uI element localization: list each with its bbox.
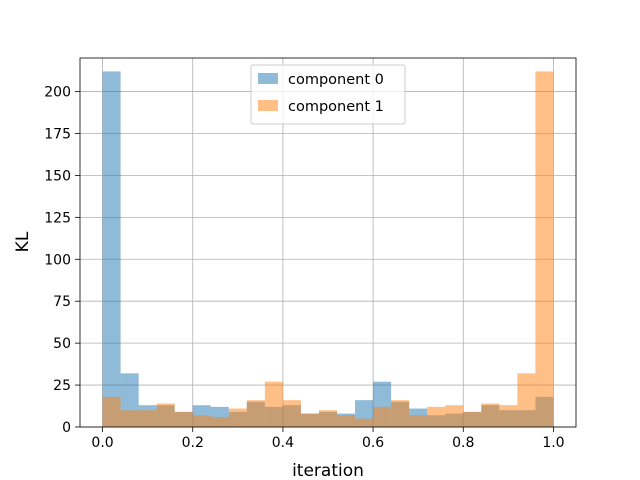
- x-tick-label: 0.8: [452, 435, 474, 451]
- y-tick-label: 150: [44, 168, 71, 184]
- bar-component-1: [337, 415, 356, 427]
- bar-component-0: [102, 71, 121, 427]
- x-tick-label: 1.0: [542, 435, 564, 451]
- x-tick-label: 0.2: [182, 435, 204, 451]
- x-tick-label: 0.0: [91, 435, 113, 451]
- bar-component-1: [427, 406, 446, 427]
- bar-component-1: [535, 71, 554, 427]
- legend-label-component-0: component 0: [288, 72, 384, 88]
- bar-component-1: [210, 416, 229, 427]
- bar-component-1: [246, 400, 265, 427]
- y-tick-label: 75: [53, 294, 71, 310]
- plot-frame: [79, 57, 577, 428]
- bar-component-1: [192, 415, 211, 427]
- bars: [102, 71, 554, 427]
- bar-component-1: [282, 400, 301, 427]
- bar-component-1: [517, 373, 536, 427]
- bar-component-1: [156, 403, 175, 427]
- bar-component-1: [102, 396, 121, 427]
- bar-component-1: [300, 413, 319, 427]
- x-axis-ticks: 0.0 0.2 0.4 0.6 0.8 1.0: [91, 427, 565, 451]
- y-tick-label: 50: [53, 336, 71, 352]
- x-tick-label: 0.6: [362, 435, 384, 451]
- bar-component-1: [481, 403, 500, 427]
- bar-component-1: [355, 418, 374, 427]
- bar-component-1: [228, 408, 247, 427]
- bar-component-1: [445, 405, 464, 427]
- bar-component-1: [391, 400, 410, 427]
- bar-component-1: [264, 381, 283, 427]
- legend-swatch-component-0: [258, 73, 278, 84]
- y-tick-label: 25: [53, 378, 71, 394]
- y-tick-label: 200: [44, 85, 71, 101]
- y-tick-label: 175: [44, 126, 71, 142]
- bar-component-1: [463, 411, 482, 427]
- bar-component-1: [138, 410, 157, 427]
- bar-component-1: [409, 415, 428, 427]
- legend-swatch-component-1: [258, 100, 278, 111]
- y-tick-label: 0: [62, 420, 71, 436]
- y-tick-label: 100: [44, 252, 71, 268]
- x-tick-label: 0.4: [272, 435, 294, 451]
- bar-component-1: [120, 410, 139, 427]
- bar-component-1: [318, 410, 338, 427]
- y-tick-label: 125: [44, 210, 71, 226]
- bar-component-1: [373, 406, 392, 427]
- y-axis-ticks: 0 25 50 75 100 125 150 175 200: [44, 85, 80, 436]
- x-axis-label: iteration: [292, 461, 364, 480]
- bar-component-1: [174, 411, 193, 427]
- legend: component 0 component 1: [250, 64, 406, 125]
- bar-component-1: [499, 405, 518, 427]
- y-axis-label: KL: [13, 231, 33, 252]
- legend-frame: [250, 64, 406, 125]
- legend-label-component-1: component 1: [288, 99, 384, 115]
